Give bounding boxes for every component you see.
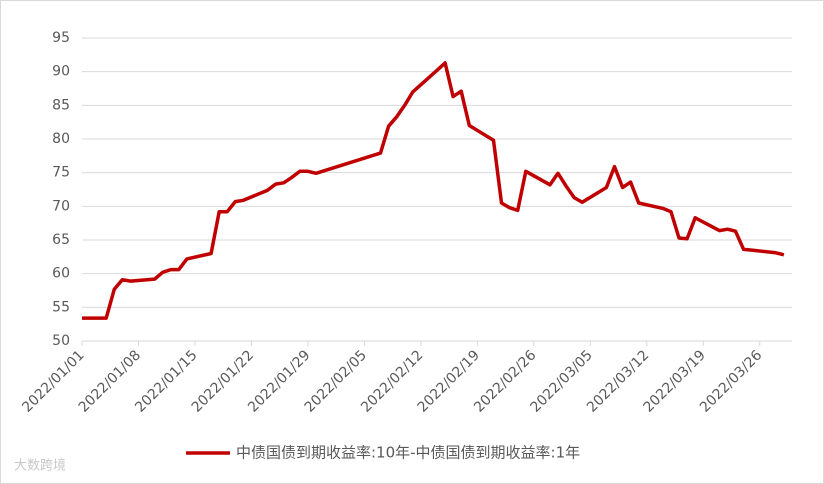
y-tick-label: 50 (52, 333, 70, 349)
y-tick-label: 85 (52, 97, 70, 113)
watermark: 大数跨境 (14, 459, 66, 474)
y-tick-label: 70 (52, 198, 70, 214)
y-tick-label: 60 (52, 266, 70, 282)
y-tick-label: 95 (52, 30, 70, 46)
y-tick-label: 90 (52, 64, 70, 80)
y-tick-label: 75 (52, 165, 70, 181)
y-tick-label: 80 (52, 131, 70, 147)
line-series (82, 61, 785, 320)
y-tick-label: 65 (52, 232, 70, 248)
legend-label: 中债国债到期收益率:10年-中债国债到期收益率:1年 (236, 444, 580, 462)
y-tick-label: 55 (52, 299, 70, 315)
